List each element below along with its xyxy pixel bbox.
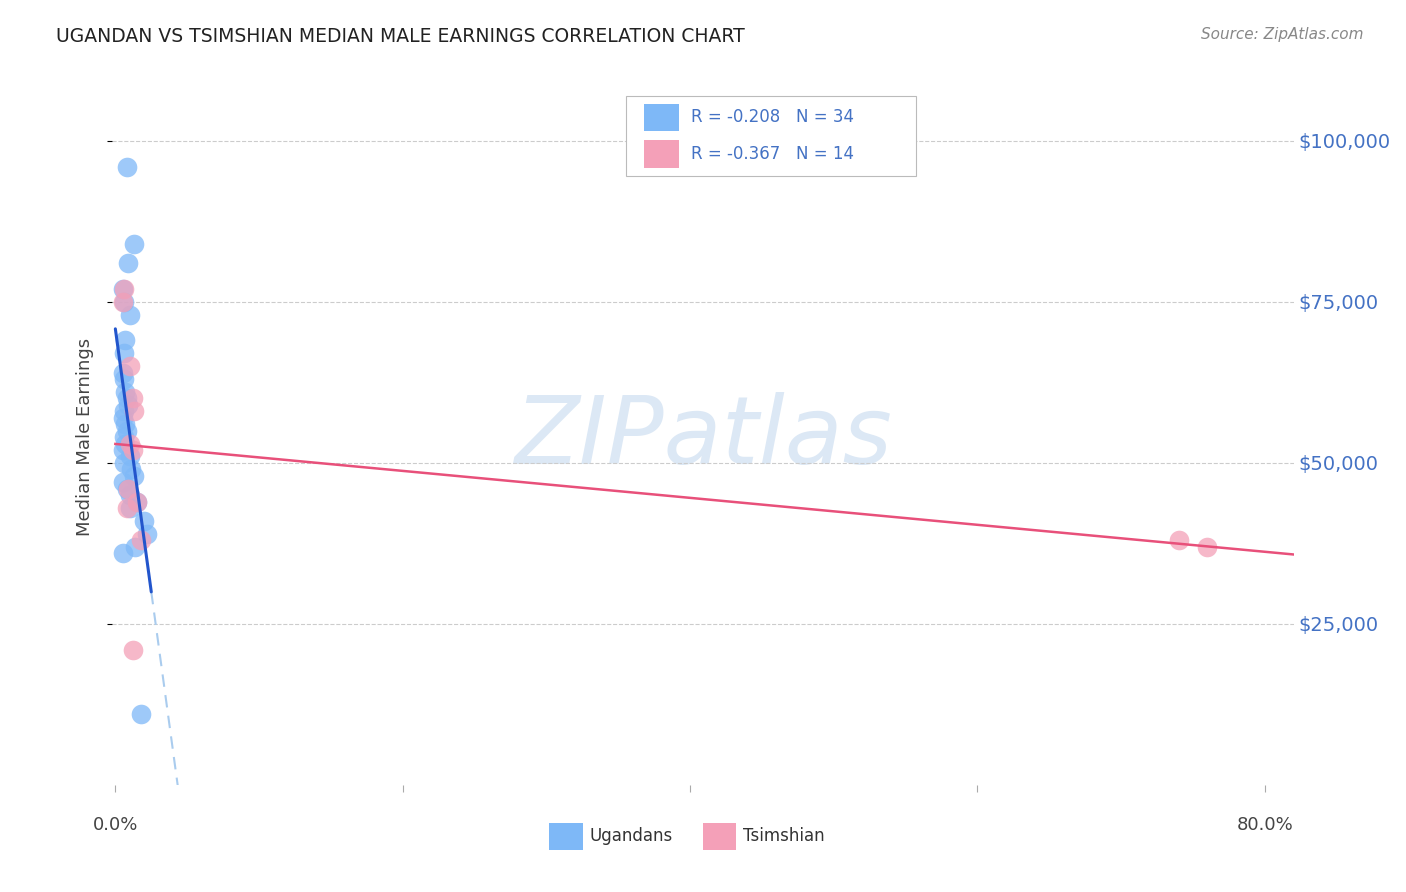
Point	[117, 398, 139, 412]
Text: Source: ZipAtlas.com: Source: ZipAtlas.com	[1201, 27, 1364, 42]
Point	[1167, 533, 1189, 548]
Point	[114, 417, 136, 432]
Point	[118, 308, 141, 322]
Point	[129, 533, 152, 548]
Point	[114, 334, 136, 348]
Y-axis label: Median Male Earnings: Median Male Earnings	[76, 338, 94, 536]
Point	[125, 494, 148, 508]
Text: 0.0%: 0.0%	[93, 816, 138, 834]
Point	[112, 346, 135, 360]
Point	[114, 436, 136, 450]
Point	[112, 404, 135, 418]
Point	[122, 468, 145, 483]
Point	[111, 366, 134, 380]
Text: UGANDAN VS TSIMSHIAN MEDIAN MALE EARNINGS CORRELATION CHART: UGANDAN VS TSIMSHIAN MEDIAN MALE EARNING…	[56, 27, 745, 45]
Point	[115, 424, 138, 438]
Bar	[644, 103, 679, 131]
Point	[112, 456, 135, 470]
Point	[118, 488, 141, 502]
Bar	[703, 822, 737, 850]
Point	[111, 294, 134, 309]
Point	[122, 236, 145, 251]
Bar	[550, 822, 582, 850]
Point	[115, 392, 138, 406]
Point	[125, 494, 148, 508]
Point	[114, 384, 136, 399]
Point	[115, 160, 138, 174]
Point	[121, 442, 143, 457]
Bar	[626, 96, 915, 177]
Text: 80.0%: 80.0%	[1236, 816, 1294, 834]
Text: ZIPatlas: ZIPatlas	[515, 392, 891, 483]
Point	[118, 500, 141, 515]
Text: R = -0.367   N = 14: R = -0.367 N = 14	[692, 145, 855, 163]
Point	[1197, 540, 1219, 554]
Point	[120, 462, 142, 476]
Point	[117, 256, 139, 270]
Point	[121, 392, 143, 406]
Point	[121, 642, 143, 657]
Point	[118, 450, 141, 464]
Point	[111, 546, 134, 560]
Point	[111, 410, 134, 425]
Point	[118, 359, 141, 374]
Point	[111, 282, 134, 296]
Point	[118, 436, 141, 450]
Text: Ugandans: Ugandans	[589, 828, 673, 846]
Point	[117, 482, 139, 496]
Bar	[644, 140, 679, 169]
Point	[112, 372, 135, 386]
Point	[122, 404, 145, 418]
Point	[112, 430, 135, 444]
Point	[115, 482, 138, 496]
Point	[115, 500, 138, 515]
Point	[124, 540, 146, 554]
Point	[111, 442, 134, 457]
Point	[112, 294, 135, 309]
Text: Tsimshian: Tsimshian	[744, 828, 825, 846]
Point	[136, 526, 159, 541]
Point	[132, 514, 155, 528]
Point	[129, 707, 152, 722]
Point	[112, 282, 135, 296]
Text: R = -0.208   N = 34: R = -0.208 N = 34	[692, 109, 855, 127]
Point	[111, 475, 134, 490]
